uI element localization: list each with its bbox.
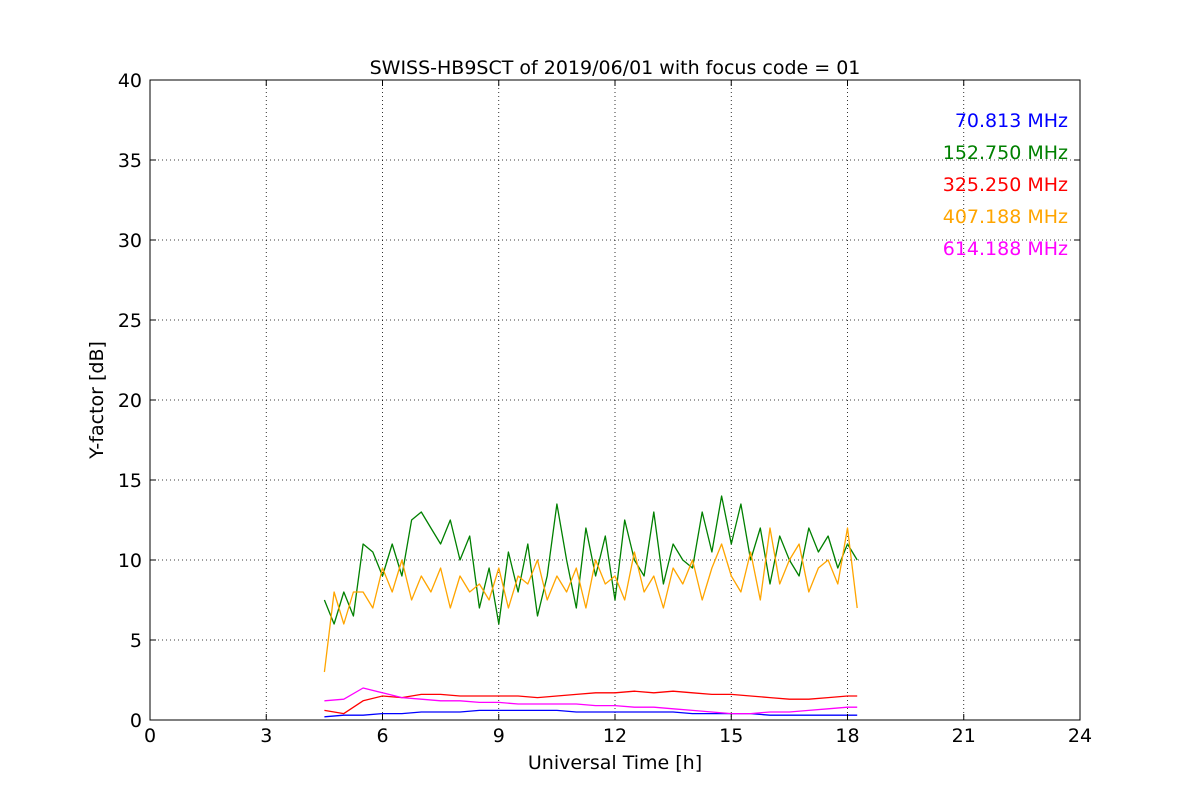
y-tick-label: 25: [118, 310, 142, 332]
legend: 70.813 MHz 152.750 MHz 325.250 MHz 407.188 …: [943, 110, 1068, 260]
x-tick-label: 0: [144, 725, 156, 747]
y-tick-label: 5: [130, 630, 142, 652]
y-tick-label: 10: [118, 550, 142, 572]
legend-entry-4: 614.188 MHz: [943, 238, 1068, 260]
legend-entry-0: 70.813 MHz: [955, 110, 1068, 132]
y-tick-label: 15: [118, 470, 142, 492]
y-axis-label: Y-factor [dB]: [86, 341, 108, 460]
x-tick-label: 24: [1068, 725, 1092, 747]
series-layer: [323, 495, 858, 718]
x-tick-label: 9: [493, 725, 505, 747]
legend-entry-3: 407.188 MHz: [943, 206, 1068, 228]
ticks: 0 3 6 9 12 15 18 21 24 0 5 10 15 20 25 30 35 40: [118, 70, 1092, 747]
y-tick-label: 35: [118, 150, 142, 172]
x-axis-label: Universal Time [h]: [528, 752, 702, 774]
series-line-4: [324, 687, 858, 715]
legend-entry-1: 152.750 MHz: [943, 142, 1068, 164]
y-tick-label: 20: [118, 390, 142, 412]
legend-entry-2: 325.250 MHz: [943, 174, 1068, 196]
series-line-2: [324, 690, 858, 715]
x-tick-label: 15: [719, 725, 743, 747]
series-line-3: [323, 527, 858, 673]
series-line-0: [324, 709, 858, 718]
y-tick-label: 30: [118, 230, 142, 252]
chart-title: SWISS-HB9SCT of 2019/06/01 with focus co…: [370, 57, 861, 79]
series-line-1: [323, 495, 858, 625]
x-tick-label: 18: [835, 725, 859, 747]
y-tick-label: 40: [118, 70, 142, 92]
x-tick-label: 3: [260, 725, 272, 747]
x-tick-label: 12: [603, 725, 627, 747]
x-tick-label: 6: [376, 725, 388, 747]
y-tick-label: 0: [130, 710, 142, 732]
x-tick-label: 21: [952, 725, 976, 747]
